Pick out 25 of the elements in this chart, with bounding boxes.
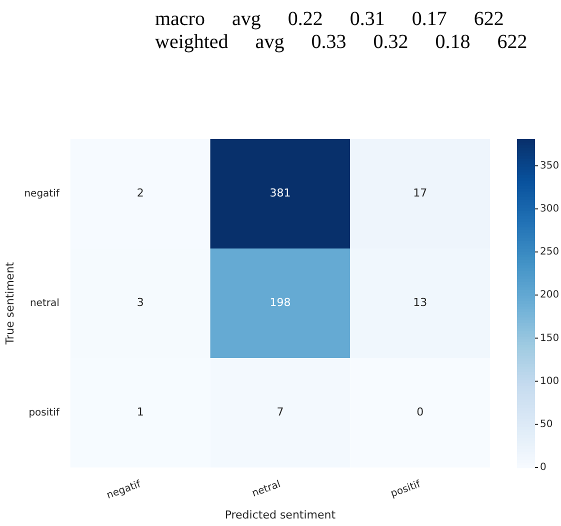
color-bar-label: 50 <box>540 418 553 430</box>
color-bar-label: 200 <box>540 290 560 301</box>
data-label: 17 <box>413 186 428 200</box>
data-label: 13 <box>413 296 428 310</box>
data-label: 198 <box>270 296 291 310</box>
y-tick-label: netral <box>30 298 60 309</box>
color-bar-label: 150 <box>540 332 560 344</box>
y-axis-title: True sentiment <box>3 261 16 346</box>
data-label: 7 <box>276 406 284 419</box>
data-label: 1 <box>136 406 144 419</box>
data-label: 381 <box>270 186 291 200</box>
color-bar-label: 300 <box>540 203 560 214</box>
color-bar-label: 350 <box>540 160 560 172</box>
data-label: 0 <box>416 406 424 419</box>
data-label: 2 <box>136 186 144 200</box>
text: weighted avg 0.33 0.32 0.18 622 <box>154 31 528 54</box>
y-tick-label: negatif <box>24 188 60 200</box>
data-label: 3 <box>136 296 144 310</box>
color-bar-label: 0 <box>540 462 546 474</box>
color-bar-label: 100 <box>540 376 560 387</box>
text: macro avg 0.22 0.31 0.17 622 <box>154 8 505 31</box>
x-tick-label: netral <box>250 479 282 500</box>
x-axis-title: Predicted sentiment <box>224 508 336 522</box>
color-bar-label: 250 <box>540 246 560 258</box>
y-tick-label: positif <box>28 407 60 418</box>
